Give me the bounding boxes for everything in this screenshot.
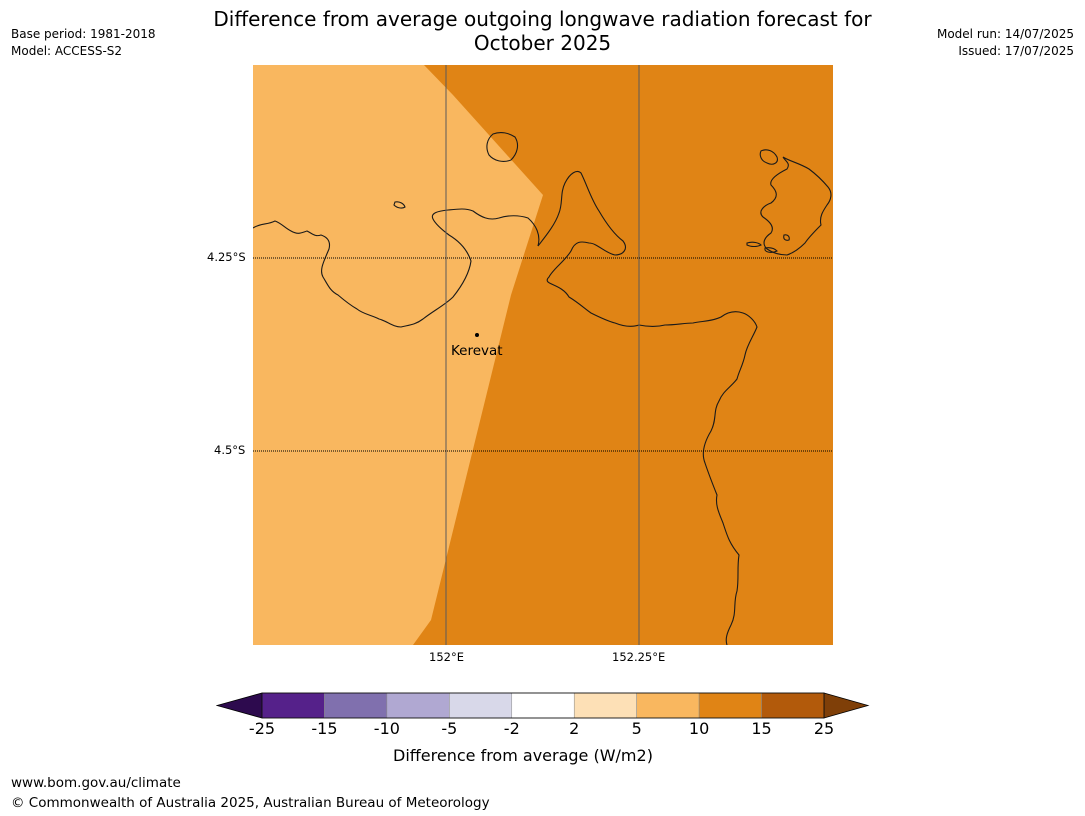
colorbar-under-extension bbox=[216, 692, 263, 719]
islet-east-2 bbox=[764, 247, 778, 253]
colorbar-bin bbox=[698, 692, 762, 719]
colorbar-tick-label: -10 bbox=[373, 719, 400, 738]
colorbar-outline bbox=[261, 692, 825, 719]
lon-label-152e: 152°E bbox=[429, 650, 464, 664]
colorbar-bin bbox=[511, 692, 575, 719]
colorbar-bin bbox=[636, 692, 700, 719]
title-line-1: Difference from average outgoing longwav… bbox=[213, 7, 872, 31]
island-northeast bbox=[759, 149, 778, 165]
model-label: Model: ACCESS-S2 bbox=[11, 44, 123, 58]
islet-small bbox=[393, 201, 406, 209]
colorbar-tick-label: 2 bbox=[569, 719, 580, 738]
lat-label-4-25s: 4.25°S bbox=[207, 250, 246, 264]
island-north bbox=[486, 132, 519, 162]
colorbar-bin bbox=[386, 692, 450, 719]
colorbar-tick-label: -15 bbox=[311, 719, 338, 738]
coastline-west bbox=[253, 208, 540, 328]
coastline-east bbox=[760, 156, 832, 256]
colorbar-bin bbox=[761, 692, 825, 719]
footer-copyright: © Commonwealth of Australia 2025, Austra… bbox=[11, 795, 490, 811]
issued-label: Issued: 17/07/2025 bbox=[958, 44, 1074, 58]
coastlines bbox=[253, 132, 832, 645]
colorbar-tick-label: 10 bbox=[688, 719, 710, 738]
colorbar-tick-label: -2 bbox=[503, 719, 520, 738]
colorbar-bin bbox=[261, 692, 325, 719]
colorbar-tick-label: -5 bbox=[441, 719, 458, 738]
colorbar-bins bbox=[261, 692, 825, 719]
colorbar-bin bbox=[573, 692, 637, 719]
colorbar-tick-label: 5 bbox=[631, 719, 642, 738]
anomaly-zone-10-to-15 bbox=[413, 65, 833, 645]
footer-url: www.bom.gov.au/climate bbox=[11, 775, 181, 791]
colorbar bbox=[216, 692, 870, 719]
title-line-2: October 2025 bbox=[473, 31, 612, 55]
graticule bbox=[253, 65, 833, 645]
lat-label-4-5s: 4.5°S bbox=[214, 443, 246, 457]
lon-label-152-25e: 152.25°E bbox=[612, 650, 666, 664]
colorbar-over-extension bbox=[823, 692, 870, 719]
kerevat-label: Kerevat bbox=[451, 343, 503, 359]
colorbar-bin bbox=[324, 692, 388, 719]
islet-east-1 bbox=[746, 241, 762, 248]
metadata-left: Base period: 1981-2018 Model: ACCESS-S2 bbox=[11, 26, 156, 60]
islet-east-3 bbox=[783, 234, 790, 241]
colorbar-bin bbox=[449, 692, 513, 719]
metadata-right: Model run: 14/07/2025 Issued: 17/07/2025 bbox=[937, 26, 1074, 60]
colorbar-tick-label: -25 bbox=[248, 719, 276, 738]
kerevat-marker bbox=[475, 333, 479, 337]
model-run-label: Model run: 14/07/2025 bbox=[936, 27, 1074, 41]
colorbar-label: Difference from average (W/m2) bbox=[393, 746, 653, 765]
chart-title: Difference from average outgoing longwav… bbox=[0, 7, 1085, 55]
forecast-map[interactable]: Kerevat bbox=[253, 65, 833, 645]
base-period-label: Base period: 1981-2018 bbox=[11, 27, 156, 41]
colorbar-tick-label: 15 bbox=[751, 719, 772, 738]
colorbar-tick-label: 25 bbox=[813, 719, 835, 738]
coastline-central bbox=[537, 170, 758, 645]
